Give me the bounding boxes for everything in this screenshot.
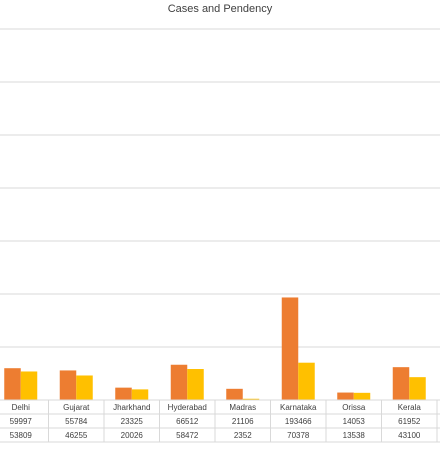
data-label: 61952 [398,417,421,426]
category-label: Gujarat [63,403,90,412]
bar-jharkhand-series-2 [131,389,149,400]
bar-hyderabad-series-1 [170,364,188,400]
data-label: 2352 [234,431,252,440]
bar-kerala-series-2 [409,377,426,400]
chart-title: Cases and Pendency [168,3,273,15]
data-label: 70378 [287,431,310,440]
category-label: Orissa [342,403,366,412]
bar-delhi-series-2 [20,371,38,400]
bar-orissa-series-1 [337,392,354,400]
data-label: 55784 [65,417,88,426]
bar-gujarat-series-1 [59,370,77,400]
bar-madras-series-1 [226,388,243,400]
data-label: 20026 [121,431,144,440]
category-label: Jharkhand [113,403,150,412]
bars [4,297,426,400]
bar-kerala-series-1 [392,367,410,400]
bar-karnataka-series-1 [281,297,299,400]
bar-delhi-series-1 [4,368,21,400]
bar-orissa-series-2 [353,392,371,400]
data-label: 53809 [10,431,33,440]
bar-madras-series-2 [242,398,260,400]
bar-karnataka-series-2 [298,362,315,400]
data-label: 14053 [343,417,366,426]
category-label: Kerala [398,403,422,412]
category-label: Madras [229,403,256,412]
data-label: 21106 [232,417,254,426]
bar-jharkhand-series-1 [115,387,132,400]
category-label: Hyderabad [168,403,207,412]
data-label: 13538 [343,431,366,440]
data-label: 193466 [285,417,312,426]
data-label: 59997 [10,417,33,426]
data-table: Delhi 59997 53809 Gujarat 55784 46255 Jharkhan… [0,399,440,443]
gridlines [0,28,440,348]
data-label: 23325 [121,417,144,426]
bar-gujarat-series-2 [76,375,93,400]
data-label: 43100 [398,431,421,440]
data-label: 66512 [176,417,199,426]
bar-hyderabad-series-2 [187,369,204,400]
category-label: Delhi [12,403,30,412]
data-label: 46255 [65,431,88,440]
category-label: Karnataka [280,403,317,412]
data-label: 58472 [176,431,199,440]
